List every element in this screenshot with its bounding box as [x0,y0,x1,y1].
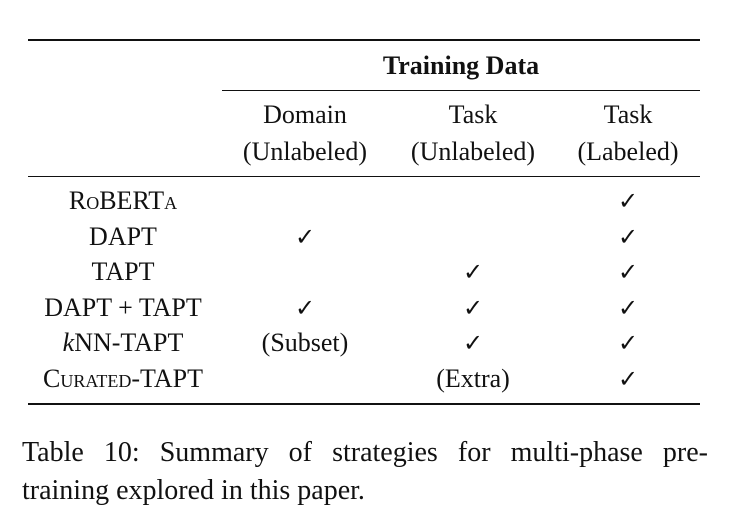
row-label-curated-tapt: Curated-TAPT [43,364,203,393]
column-header-task-labeled-line2: (Labeled) [577,137,679,166]
row-4-task-unlabeled-check-icon: ✓ [462,329,484,357]
row-label-dapt-tapt: DAPT + TAPT [44,293,202,322]
row-label-tapt: TAPT [91,257,155,286]
column-header-task-unlabeled-line1: Task [448,100,498,129]
row-label-knn-prefix: k [62,328,75,357]
row-5-task-unlabeled-cell: (Extra) [436,364,510,393]
row-3-domain-check-icon: ✓ [294,294,316,322]
row-3-task-unlabeled-check-icon: ✓ [462,294,484,322]
table-caption-line1: Table 10: Summary of strategies for mult… [22,437,708,468]
row-label-dapt: DAPT [89,222,157,251]
table-bottom-rule [28,403,700,405]
row-5-task-labeled-check-icon: ✓ [617,365,639,393]
row-1-task-labeled-check-icon: ✓ [617,223,639,251]
table-top-rule [28,39,700,41]
training-data-header: Training Data [382,51,540,80]
row-0-task-labeled-check-icon: ✓ [617,187,639,215]
header-bottom-rule [28,176,700,177]
row-3-task-labeled-check-icon: ✓ [617,294,639,322]
row-label-knn-tapt-text: NN-TAPT [74,328,184,357]
row-4-domain-cell: (Subset) [261,328,349,357]
row-label-knn-tapt: kNN-TAPT [28,328,218,358]
row-2-task-unlabeled-check-icon: ✓ [462,258,484,286]
column-header-domain-line2: (Unlabeled) [242,137,368,166]
column-header-task-unlabeled-line2: (Unlabeled) [410,137,536,166]
row-2-task-labeled-check-icon: ✓ [617,258,639,286]
row-4-task-labeled-check-icon: ✓ [617,329,639,357]
column-header-domain-line1: Domain [263,100,347,129]
group-header-rule [222,90,700,91]
row-1-domain-check-icon: ✓ [294,223,316,251]
table-caption-line2: training explored in this paper. [22,475,365,506]
column-header-task-labeled-line1: Task [603,100,653,129]
row-label-roberta: RoBERTa [68,186,178,215]
